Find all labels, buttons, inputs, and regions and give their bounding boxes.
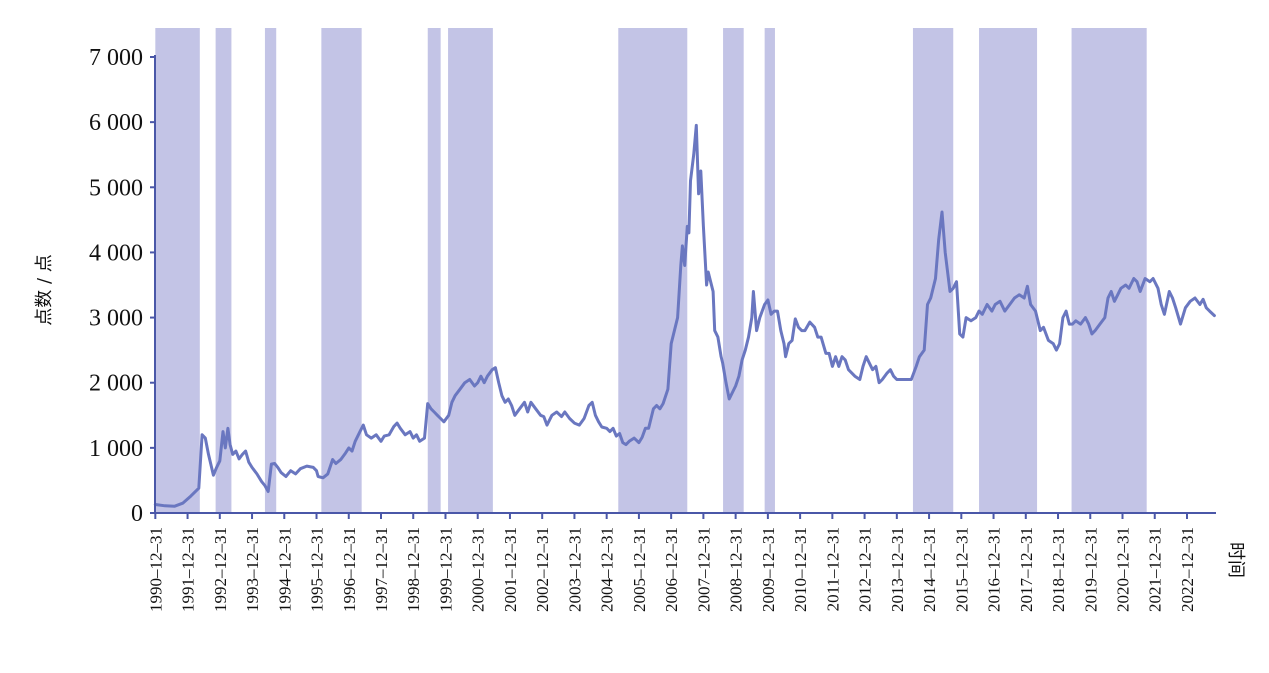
x-tick-label-23: 2013–12–31 bbox=[888, 527, 907, 612]
x-tick-label-7: 1997–12–31 bbox=[372, 527, 391, 612]
shaded-periods bbox=[155, 28, 1147, 513]
x-tick-label-15: 2005–12–31 bbox=[630, 527, 649, 612]
x-tick-label-14: 2004–12–31 bbox=[598, 527, 617, 612]
x-tick-label-5: 1995–12–31 bbox=[308, 527, 327, 612]
x-tick-label-2: 1992–12–31 bbox=[211, 527, 230, 612]
shaded-period-2 bbox=[264, 28, 277, 513]
shaded-period-4 bbox=[427, 28, 441, 513]
y-tick-label-2: 2 000 bbox=[89, 371, 143, 397]
x-tick-label-13: 2003–12–31 bbox=[565, 527, 584, 612]
shaded-period-6 bbox=[618, 28, 688, 513]
y-tick-label-5: 5 000 bbox=[89, 175, 143, 201]
x-axis-title: 时间 bbox=[1225, 542, 1246, 578]
y-tick-labels: 0 1 000 2 000 3 000 4 000 5 000 6 000 7 000 bbox=[89, 45, 143, 527]
x-tick-label-28: 2018–12–31 bbox=[1049, 527, 1068, 612]
x-tick-label-32: 2022–12–31 bbox=[1178, 527, 1197, 612]
x-tick-label-20: 2010–12–31 bbox=[791, 527, 810, 612]
x-tick-label-25: 2015–12–31 bbox=[952, 527, 971, 612]
x-tick-label-24: 2014–12–31 bbox=[920, 527, 939, 612]
x-tick-label-17: 2007–12–31 bbox=[694, 527, 713, 612]
shaded-period-3 bbox=[321, 28, 362, 513]
x-tick-label-29: 2019–12–31 bbox=[1081, 527, 1100, 612]
y-tick-label-3: 3 000 bbox=[89, 306, 143, 332]
x-tick-label-4: 1994–12–31 bbox=[275, 527, 294, 612]
shaded-period-8 bbox=[764, 28, 775, 513]
y-tick-label-0: 0 bbox=[131, 501, 143, 527]
shaded-period-5 bbox=[448, 28, 493, 513]
x-tick-label-16: 2006–12–31 bbox=[662, 527, 681, 612]
x-tick-label-19: 2009–12–31 bbox=[759, 527, 778, 612]
shaded-period-1 bbox=[215, 28, 232, 513]
x-tick-label-31: 2021–12–31 bbox=[1146, 527, 1165, 612]
y-tick-label-1: 1 000 bbox=[89, 436, 143, 462]
shaded-period-11 bbox=[1071, 28, 1147, 513]
shaded-period-0 bbox=[155, 28, 200, 513]
x-tick-labels: 1990–12–31 1991–12–31 1992–12–31 1993–12–31… bbox=[146, 527, 1197, 612]
y-tick-label-6: 6 000 bbox=[89, 110, 143, 136]
series-line-0 bbox=[153, 123, 1216, 508]
x-tick-label-1: 1991–12–31 bbox=[179, 527, 198, 612]
shaded-period-7 bbox=[723, 28, 744, 513]
y-axis-title: 点数 / 点 bbox=[34, 254, 55, 326]
x-tick-label-22: 2012–12–31 bbox=[856, 527, 875, 612]
x-tick-label-0: 1990–12–31 bbox=[146, 527, 165, 612]
axes bbox=[150, 55, 1216, 519]
x-tick-label-12: 2002–12–31 bbox=[533, 527, 552, 612]
y-tick-label-4: 4 000 bbox=[89, 240, 143, 266]
x-tick-label-3: 1993–12–31 bbox=[243, 527, 262, 612]
series-lines bbox=[153, 123, 1216, 508]
x-tick-label-11: 2001–12–31 bbox=[501, 527, 520, 612]
shaded-period-10 bbox=[979, 28, 1038, 513]
x-tick-label-9: 1999–12–31 bbox=[437, 527, 456, 612]
x-tick-label-30: 2020–12–31 bbox=[1114, 527, 1133, 612]
x-tick-label-21: 2011–12–31 bbox=[823, 527, 842, 611]
x-tick-label-27: 2017–12–31 bbox=[1017, 527, 1036, 612]
x-tick-label-8: 1998–12–31 bbox=[404, 527, 423, 612]
x-tick-label-10: 2000–12–31 bbox=[469, 527, 488, 612]
x-tick-label-6: 1996–12–31 bbox=[340, 527, 359, 612]
x-tick-label-18: 2008–12–31 bbox=[727, 527, 746, 612]
y-tick-label-7: 7 000 bbox=[89, 45, 143, 71]
x-tick-label-26: 2016–12–31 bbox=[985, 527, 1004, 612]
